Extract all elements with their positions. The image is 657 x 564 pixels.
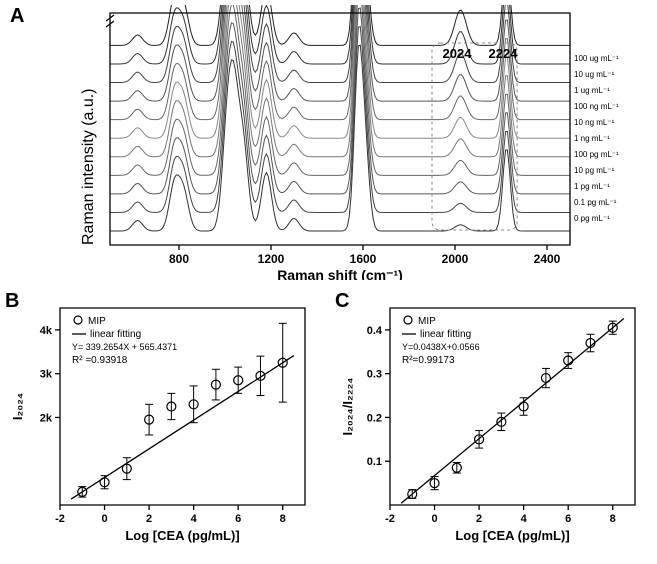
svg-text:0 pg mL⁻¹: 0 pg mL⁻¹ [574,214,610,223]
svg-text:3k: 3k [40,369,53,381]
svg-text:6: 6 [235,513,241,525]
svg-text:0.1: 0.1 [367,456,382,468]
svg-text:10 ng mL⁻¹: 10 ng mL⁻¹ [574,118,615,127]
svg-text:Raman shift (cm⁻¹): Raman shift (cm⁻¹) [277,267,403,280]
svg-text:100 pg mL⁻¹: 100 pg mL⁻¹ [574,150,619,159]
svg-text:4: 4 [521,513,528,525]
panel-b: B -2024682k3k4kLog [CEA (pg/mL)]I₂₀₂₄MIP… [5,290,325,560]
svg-text:100 ug mL⁻¹: 100 ug mL⁻¹ [574,54,619,63]
svg-text:2000: 2000 [442,252,469,266]
panel-a: A Raman intensity (a.u.) 202422248001200… [10,5,647,285]
svg-text:4: 4 [191,513,198,525]
svg-text:R²=0.99173: R²=0.99173 [402,355,455,366]
svg-text:Log [CEA (pg/mL)]: Log [CEA (pg/mL)] [455,528,569,543]
svg-text:Y=0.0438X+0.0566: Y=0.0438X+0.0566 [402,342,480,352]
svg-text:2k: 2k [40,412,53,424]
svg-text:10 pg mL⁻¹: 10 pg mL⁻¹ [574,166,615,175]
svg-text:1200: 1200 [258,252,285,266]
panel-c: C -2024680.10.20.30.4Log [CEA (pg/mL)]I₂… [335,290,655,560]
svg-text:linear fitting: linear fitting [90,329,141,340]
svg-text:10 ug mL⁻¹: 10 ug mL⁻¹ [574,70,615,79]
svg-text:2: 2 [146,513,152,525]
svg-text:2400: 2400 [534,252,561,266]
svg-text:MIP: MIP [88,316,106,327]
svg-text:1600: 1600 [350,252,377,266]
svg-text:100 ng mL⁻¹: 100 ng mL⁻¹ [574,102,619,111]
svg-text:2224: 2224 [489,46,519,61]
svg-text:8: 8 [610,513,616,525]
svg-text:4k: 4k [40,325,53,337]
svg-text:R² =0.93918: R² =0.93918 [72,355,128,366]
svg-text:6: 6 [565,513,571,525]
svg-text:0.1 pg mL⁻¹: 0.1 pg mL⁻¹ [574,198,617,207]
svg-text:I₂₀₂₄/I₂₂₂₄: I₂₀₂₄/I₂₂₂₄ [340,378,355,436]
svg-text:1 pg mL⁻¹: 1 pg mL⁻¹ [574,182,610,191]
svg-text:-2: -2 [385,513,395,525]
svg-text:0.3: 0.3 [367,369,382,381]
svg-text:0.2: 0.2 [367,412,382,424]
svg-text:linear fitting: linear fitting [420,329,471,340]
svg-text:1 ng mL⁻¹: 1 ng mL⁻¹ [574,134,610,143]
svg-text:Y= 339.2654X + 565.4371: Y= 339.2654X + 565.4371 [72,342,177,352]
svg-text:0.4: 0.4 [367,325,383,337]
svg-text:0: 0 [431,513,437,525]
svg-text:2024: 2024 [443,46,473,61]
svg-text:0: 0 [101,513,107,525]
svg-text:800: 800 [169,252,189,266]
svg-text:Log [CEA (pg/mL)]: Log [CEA (pg/mL)] [125,528,239,543]
svg-text:1 ug mL⁻¹: 1 ug mL⁻¹ [574,86,610,95]
svg-text:8: 8 [280,513,286,525]
panel-a-chart: 2024 2224 800 1200 1600 2000 2400 Raman shift (… [90,5,650,280]
svg-text:I₂₀₂₄: I₂₀₂₄ [10,393,25,420]
panel-c-chart: -2 0 2 4 6 8 0.1 0.2 0.3 0.4 Log [CEA (pg/mL)] I₂₀₂… [335,290,655,560]
panel-a-label: A [10,5,24,28]
svg-text:-2: -2 [55,513,65,525]
svg-text:MIP: MIP [418,316,436,327]
panel-b-chart: -2 0 2 4 6 8 2k 3k 4k Log [CEA (pg/mL)] I₂₀₂₄ MIP li… [5,290,325,560]
svg-text:2: 2 [476,513,482,525]
